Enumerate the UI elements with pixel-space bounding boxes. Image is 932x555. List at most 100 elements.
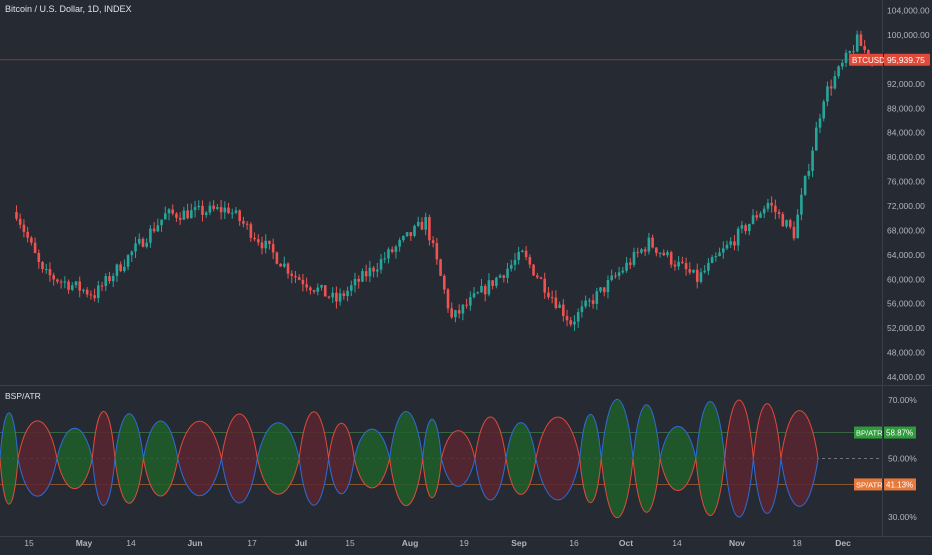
candle-body [580, 306, 584, 313]
lower-curve [177, 458, 222, 497]
price-tick-label: 104,000.00 [887, 6, 930, 16]
candle-body [777, 212, 781, 215]
candle-body [859, 34, 863, 47]
candle-body [576, 312, 580, 322]
candle-body [294, 275, 297, 278]
candle-body [342, 293, 346, 297]
upper-curve [0, 412, 19, 459]
candle-body [74, 281, 78, 286]
candle-body [85, 289, 89, 295]
lobe-fill [724, 399, 754, 518]
candle-body [655, 247, 658, 253]
candle-body [651, 237, 654, 248]
price-tick-label: 92,000.00 [887, 79, 925, 89]
symbol-badge [849, 53, 883, 66]
candle-body [208, 205, 212, 213]
time-tick-label: 15 [24, 538, 34, 548]
time-tick-label: Sep [511, 538, 527, 548]
candle-body [811, 150, 814, 171]
candle-body [818, 118, 822, 128]
lobe-fill [505, 422, 536, 495]
candle-body [569, 320, 573, 325]
lobe-fill [18, 420, 58, 497]
candle-body [495, 277, 498, 286]
candle-body [625, 262, 628, 271]
bp-value-label: 58.87% [886, 429, 913, 438]
candle-body [398, 240, 401, 247]
candle-body [539, 277, 543, 279]
candle-body [558, 304, 561, 308]
indicator-tick-label: 50.00% [888, 454, 917, 464]
candle-body [617, 272, 621, 276]
upper-curve [91, 411, 116, 459]
candle-body [175, 213, 178, 218]
candle-body [833, 76, 837, 89]
lower-curve [695, 458, 726, 516]
candle-body [137, 238, 141, 244]
candle-body [677, 261, 680, 267]
candle-body [70, 285, 74, 290]
candle-body [725, 244, 729, 249]
candle-body [335, 292, 338, 302]
candle-body [800, 194, 803, 215]
candle-body [145, 242, 148, 247]
candle-body [781, 214, 785, 227]
candle-body [338, 293, 342, 302]
candle-body [216, 207, 219, 209]
price-tick-label: 76,000.00 [887, 177, 925, 187]
price-tick-label: 80,000.00 [887, 152, 925, 162]
upper-curve [600, 398, 634, 459]
candle-body [376, 269, 379, 272]
candle-body [290, 273, 294, 276]
candle-body [595, 291, 599, 304]
candle-body [260, 242, 264, 249]
candle-body [751, 215, 755, 224]
last-price-badge [884, 53, 930, 66]
lower-curve [142, 458, 179, 497]
candle-body [517, 252, 520, 261]
candle-body [37, 252, 41, 262]
candle-body [63, 281, 67, 283]
candle-body [420, 221, 424, 230]
bp-name-badge [854, 426, 882, 439]
price-tick-label: 68,000.00 [887, 225, 925, 235]
candle-body [323, 285, 327, 297]
candle-body [606, 280, 610, 293]
candle-body [454, 310, 457, 318]
candle-body [487, 280, 491, 295]
candle-body [33, 242, 37, 253]
price-tick-label: 84,000.00 [887, 128, 925, 138]
lobe-fill [0, 412, 19, 505]
candle-body [584, 300, 587, 307]
candle-body [748, 223, 751, 232]
price-tick-label: 60,000.00 [887, 274, 925, 284]
candle-body [480, 285, 483, 293]
upper-curve [177, 420, 222, 459]
lower-curve [91, 458, 116, 506]
candle-body [312, 290, 316, 292]
time-tick-label: Jul [295, 538, 307, 548]
lower-curve [0, 458, 19, 505]
candle-body [160, 219, 163, 226]
lobe-fill [601, 399, 634, 518]
candle-body [692, 269, 695, 273]
upper-curve [695, 401, 726, 459]
candle-body [792, 226, 796, 239]
candle-body [814, 127, 818, 151]
candle-body [502, 275, 506, 278]
candle-body [204, 212, 208, 215]
time-tick-label: Jun [187, 538, 202, 548]
candle-body [774, 205, 777, 213]
candle-body [848, 51, 852, 53]
candle-body [227, 207, 230, 214]
candle-body [666, 252, 669, 256]
candle-body [506, 268, 509, 278]
candle-body [807, 170, 811, 176]
candle-body [357, 278, 361, 282]
time-tick-label: Nov [729, 538, 745, 548]
candle-body [744, 225, 747, 232]
candle-body [535, 275, 539, 278]
lobe-fill [257, 422, 300, 495]
candle-body [524, 250, 528, 257]
candle-body [729, 241, 733, 245]
